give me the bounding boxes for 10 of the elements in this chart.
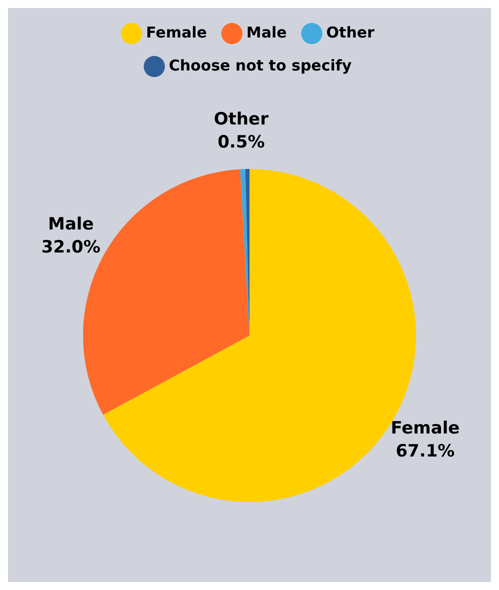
slice-label: Other [214, 110, 270, 130]
data-label: 0.5% [218, 132, 265, 153]
data-label: 67.1% [396, 442, 455, 462]
legend-label: Female [146, 23, 207, 42]
legend-label: Male [246, 23, 287, 42]
slice-label: Male [48, 214, 94, 234]
legend-label: Choose not to specify [168, 56, 352, 74]
data-label: 32.0% [41, 237, 100, 258]
legend-label: Other [326, 23, 376, 42]
slice-label: Female [390, 418, 460, 439]
